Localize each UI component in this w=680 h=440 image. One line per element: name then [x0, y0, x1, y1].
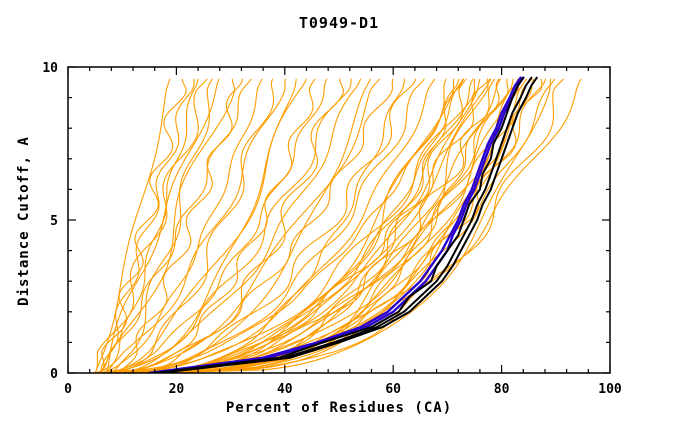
svg-text:60: 60	[385, 382, 401, 397]
x-axis-label: Percent of Residues (CA)	[225, 400, 453, 416]
chart-title: T0949-D1	[298, 14, 380, 32]
svg-text:100: 100	[598, 382, 622, 397]
svg-text:40: 40	[277, 382, 293, 397]
svg-text:5: 5	[50, 214, 58, 229]
svg-text:0: 0	[64, 382, 72, 397]
svg-text:10: 10	[42, 61, 58, 76]
svg-text:20: 20	[169, 382, 185, 397]
svg-text:80: 80	[494, 382, 510, 397]
svg-text:0: 0	[50, 367, 58, 382]
